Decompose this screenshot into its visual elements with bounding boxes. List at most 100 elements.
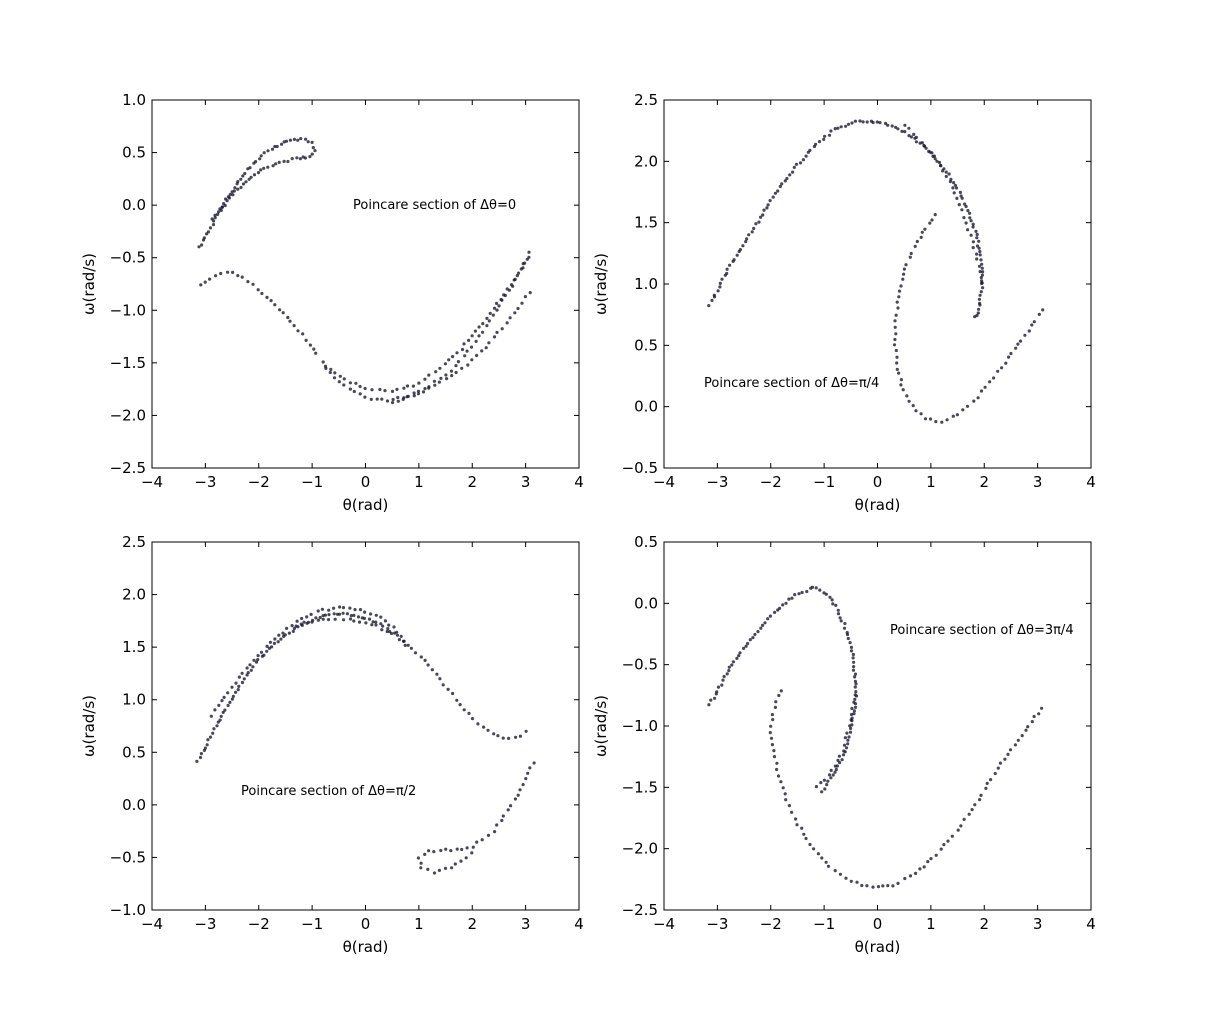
scatter-point (383, 619, 387, 623)
x-tick-label: −4 (653, 915, 675, 933)
scatter-point (783, 792, 787, 796)
scatter-point (513, 311, 517, 315)
scatter-point (218, 207, 222, 211)
scatter-point (962, 817, 966, 822)
scatter-point (909, 251, 913, 256)
scatter-point (518, 734, 523, 738)
scatter-point (523, 295, 528, 299)
scatter-point (988, 380, 992, 384)
scatter-point (895, 355, 899, 359)
scatter-point (754, 222, 758, 226)
scatter-point (287, 631, 291, 635)
scatter-point (437, 868, 441, 873)
scatter-point (296, 138, 300, 142)
x-axis-label: θ(rad) (855, 938, 901, 956)
scatter-point (900, 129, 904, 133)
scatter-point (844, 746, 849, 750)
scatter-point (308, 343, 312, 347)
y-tick-label: 1.0 (122, 691, 146, 709)
scatter-point (842, 743, 847, 747)
scatter-point (770, 713, 775, 717)
scatter-point (406, 643, 410, 647)
y-tick-label: −1.5 (110, 354, 146, 372)
scatter-point (412, 394, 416, 398)
scatter-point (492, 335, 497, 339)
scatter-point (450, 374, 454, 378)
scatter-point (437, 380, 441, 384)
scatter-point (709, 698, 713, 702)
scatter-point (761, 623, 765, 628)
x-tick-label: 4 (1086, 915, 1096, 933)
scatter-point (374, 623, 378, 627)
scatter-point (416, 856, 420, 860)
scatter-point (303, 156, 307, 160)
scatter-point (844, 124, 848, 128)
scatter-point (455, 351, 459, 355)
scatter-point (387, 623, 391, 627)
scatter-point (445, 377, 449, 381)
scatter-point (922, 144, 927, 148)
scatter-point (974, 229, 978, 233)
scatter-point (460, 366, 464, 370)
scatter-point (851, 668, 856, 672)
scatter-point (738, 651, 742, 655)
scatter-point (520, 301, 524, 305)
scatter-point (239, 185, 243, 190)
scatter-point (286, 159, 290, 164)
scatter-point (878, 121, 882, 125)
scatter-point (465, 846, 469, 850)
scatter-point (427, 373, 431, 377)
scatter-point (966, 228, 970, 232)
scatter-point (205, 743, 209, 747)
scatter-point (894, 332, 898, 336)
scatter-point (454, 370, 458, 375)
scatter-point (814, 586, 818, 590)
scatter-point (746, 641, 750, 646)
scatter-point (751, 636, 755, 640)
scatter-point (496, 734, 500, 738)
scatter-point (894, 348, 898, 353)
scatter-point (980, 281, 984, 285)
scatter-point (763, 621, 767, 625)
scatter-point (725, 267, 729, 271)
scatter-point (364, 621, 368, 625)
scatter-point (486, 728, 490, 732)
y-tick-label: 2.0 (634, 152, 658, 170)
scatter-point (893, 337, 897, 342)
scatter-point (747, 233, 751, 237)
scatter-point (213, 213, 217, 217)
scatter-point (852, 660, 856, 664)
scatter-point (769, 736, 774, 740)
scatter-point (894, 313, 898, 317)
scatter-point (233, 186, 237, 190)
scatter-point (369, 397, 373, 401)
scatter-point (481, 330, 485, 334)
scatter-point (500, 327, 504, 331)
scatter-point (776, 189, 780, 193)
scatter-point (200, 243, 204, 247)
scatter-point (972, 399, 976, 403)
scatter-point (427, 849, 431, 853)
scatter-point (528, 766, 532, 770)
scatter-point (256, 658, 260, 662)
scatter-point (524, 729, 528, 733)
scatter-point (933, 157, 937, 161)
y-tick-label: 1.5 (634, 214, 658, 232)
scatter-point (295, 156, 299, 160)
scatter-point (890, 124, 894, 128)
scatter-point (737, 654, 741, 658)
scatter-point (800, 826, 804, 830)
scatter-point (473, 329, 477, 333)
scatter-point (262, 166, 266, 170)
scatter-point (975, 244, 980, 248)
scatter-point (495, 330, 499, 334)
scatter-point (851, 656, 855, 660)
scatter-point (875, 120, 879, 124)
scatter-point (853, 675, 857, 679)
scatter-point (918, 867, 922, 871)
scatter-point (825, 783, 829, 787)
scatter-point (757, 220, 761, 224)
scatter-point (772, 749, 776, 753)
scatter-point (358, 392, 362, 396)
scatter-point (260, 291, 264, 296)
